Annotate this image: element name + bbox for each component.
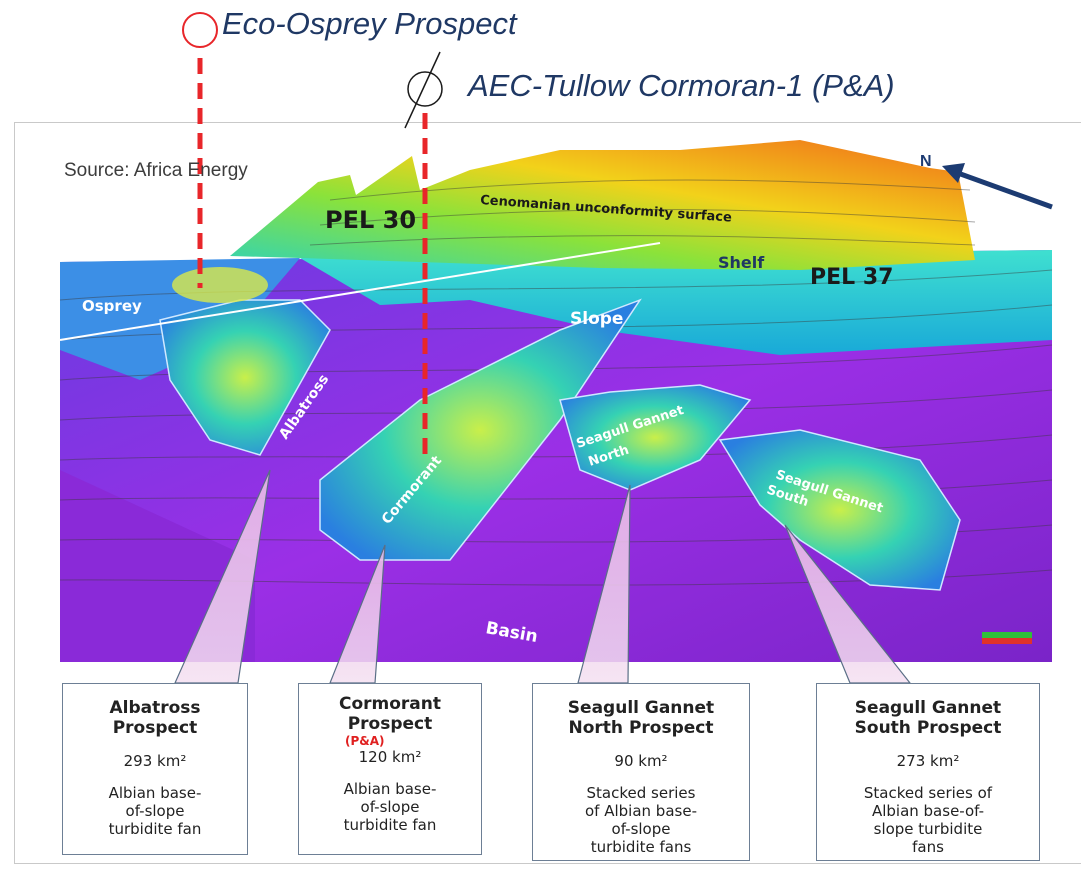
title-line: South Prospect	[854, 718, 1002, 738]
shelf-label: Shelf	[718, 253, 765, 272]
seagull-gannet-south-fan	[718, 429, 961, 591]
desc-line: of-slope	[125, 802, 185, 820]
eco-osprey-marker	[182, 12, 218, 48]
pa-tag: (P&A)	[345, 734, 385, 748]
desc-line: of Albian base-	[585, 802, 697, 820]
desc-line: Stacked series	[586, 784, 696, 802]
albatross-fan	[159, 299, 331, 456]
cormorant-fan	[319, 298, 642, 561]
title-line: Seagull Gannet	[567, 698, 715, 718]
desc-line: turbidite fans	[590, 838, 692, 856]
desc-line: Albian base-	[108, 784, 202, 802]
albatross-box: Albatross Prospect 293 km² Albian base-of…	[62, 683, 248, 855]
box-desc: Albian base-of-slope turbidite fan	[299, 780, 481, 834]
desc-line: of-slope	[360, 798, 420, 816]
licence-boundary	[59, 242, 661, 341]
shelf-surface	[230, 140, 975, 270]
box-area: 120 km²	[358, 748, 422, 766]
slope-label: Slope	[570, 309, 623, 329]
pel30-label: PEL 30	[325, 206, 416, 234]
desc-line: turbidite fan	[108, 820, 202, 838]
cormorant-box: Cormorant Prospect (P&A) 120 km² Albian b…	[298, 683, 482, 855]
box-desc: Stacked series of Albian base-of-slope tu…	[817, 784, 1039, 856]
figure-frame	[14, 122, 1081, 864]
north-arrow-line	[954, 169, 1053, 210]
box-desc: Albian base-of-slope turbidite fan	[63, 784, 247, 838]
slope-surface	[300, 250, 1052, 355]
osprey-label: Osprey	[82, 297, 142, 315]
sgn-box: Seagull Gannet North Prospect 90 km² Stac…	[532, 683, 750, 861]
title-line: North Prospect	[568, 718, 714, 738]
title-line: Cormorant	[338, 694, 442, 714]
cormoran-label: AEC-Tullow Cormoran-1 (P&A)	[468, 68, 895, 103]
cormoran-marker	[407, 71, 443, 107]
scale-bar-red	[982, 638, 1032, 644]
box-title: Seagull Gannet South Prospect	[817, 698, 1039, 738]
cormoran-strike	[404, 51, 441, 129]
desc-line: slope turbidite	[873, 820, 983, 838]
desc-line: Albian base-of-	[871, 802, 985, 820]
seagull-gannet-north-fan	[559, 384, 752, 491]
box-area: 90 km²	[614, 752, 668, 770]
box-title: Seagull Gannet North Prospect	[533, 698, 749, 738]
pel37-label: PEL 37	[810, 265, 893, 290]
title-line: Prospect	[347, 714, 433, 734]
scale-bar-green	[982, 632, 1032, 638]
sgs-box: Seagull Gannet South Prospect 273 km² Sta…	[816, 683, 1040, 861]
desc-line: Albian base-	[343, 780, 437, 798]
desc-line: turbidite fan	[343, 816, 437, 834]
desc-line: of-slope	[611, 820, 671, 838]
title-line: Prospect	[112, 718, 198, 738]
desc-line: Stacked series of	[863, 784, 993, 802]
box-title: Albatross Prospect	[63, 698, 247, 738]
title-line: Seagull Gannet	[854, 698, 1002, 718]
box-desc: Stacked series of Albian base-of-slope tur…	[533, 784, 749, 856]
desc-line: fans	[912, 838, 944, 856]
eco-osprey-label: Eco-Osprey Prospect	[222, 6, 517, 41]
title-line: Albatross	[109, 698, 201, 718]
north-label: N	[920, 153, 932, 170]
box-title: Cormorant Prospect	[299, 694, 481, 734]
box-area: 273 km²	[896, 752, 960, 770]
osprey-fan	[172, 267, 268, 303]
box-area: 293 km²	[123, 752, 187, 770]
source-note: Source: Africa Energy	[64, 160, 248, 181]
north-arrow-head	[942, 163, 965, 183]
